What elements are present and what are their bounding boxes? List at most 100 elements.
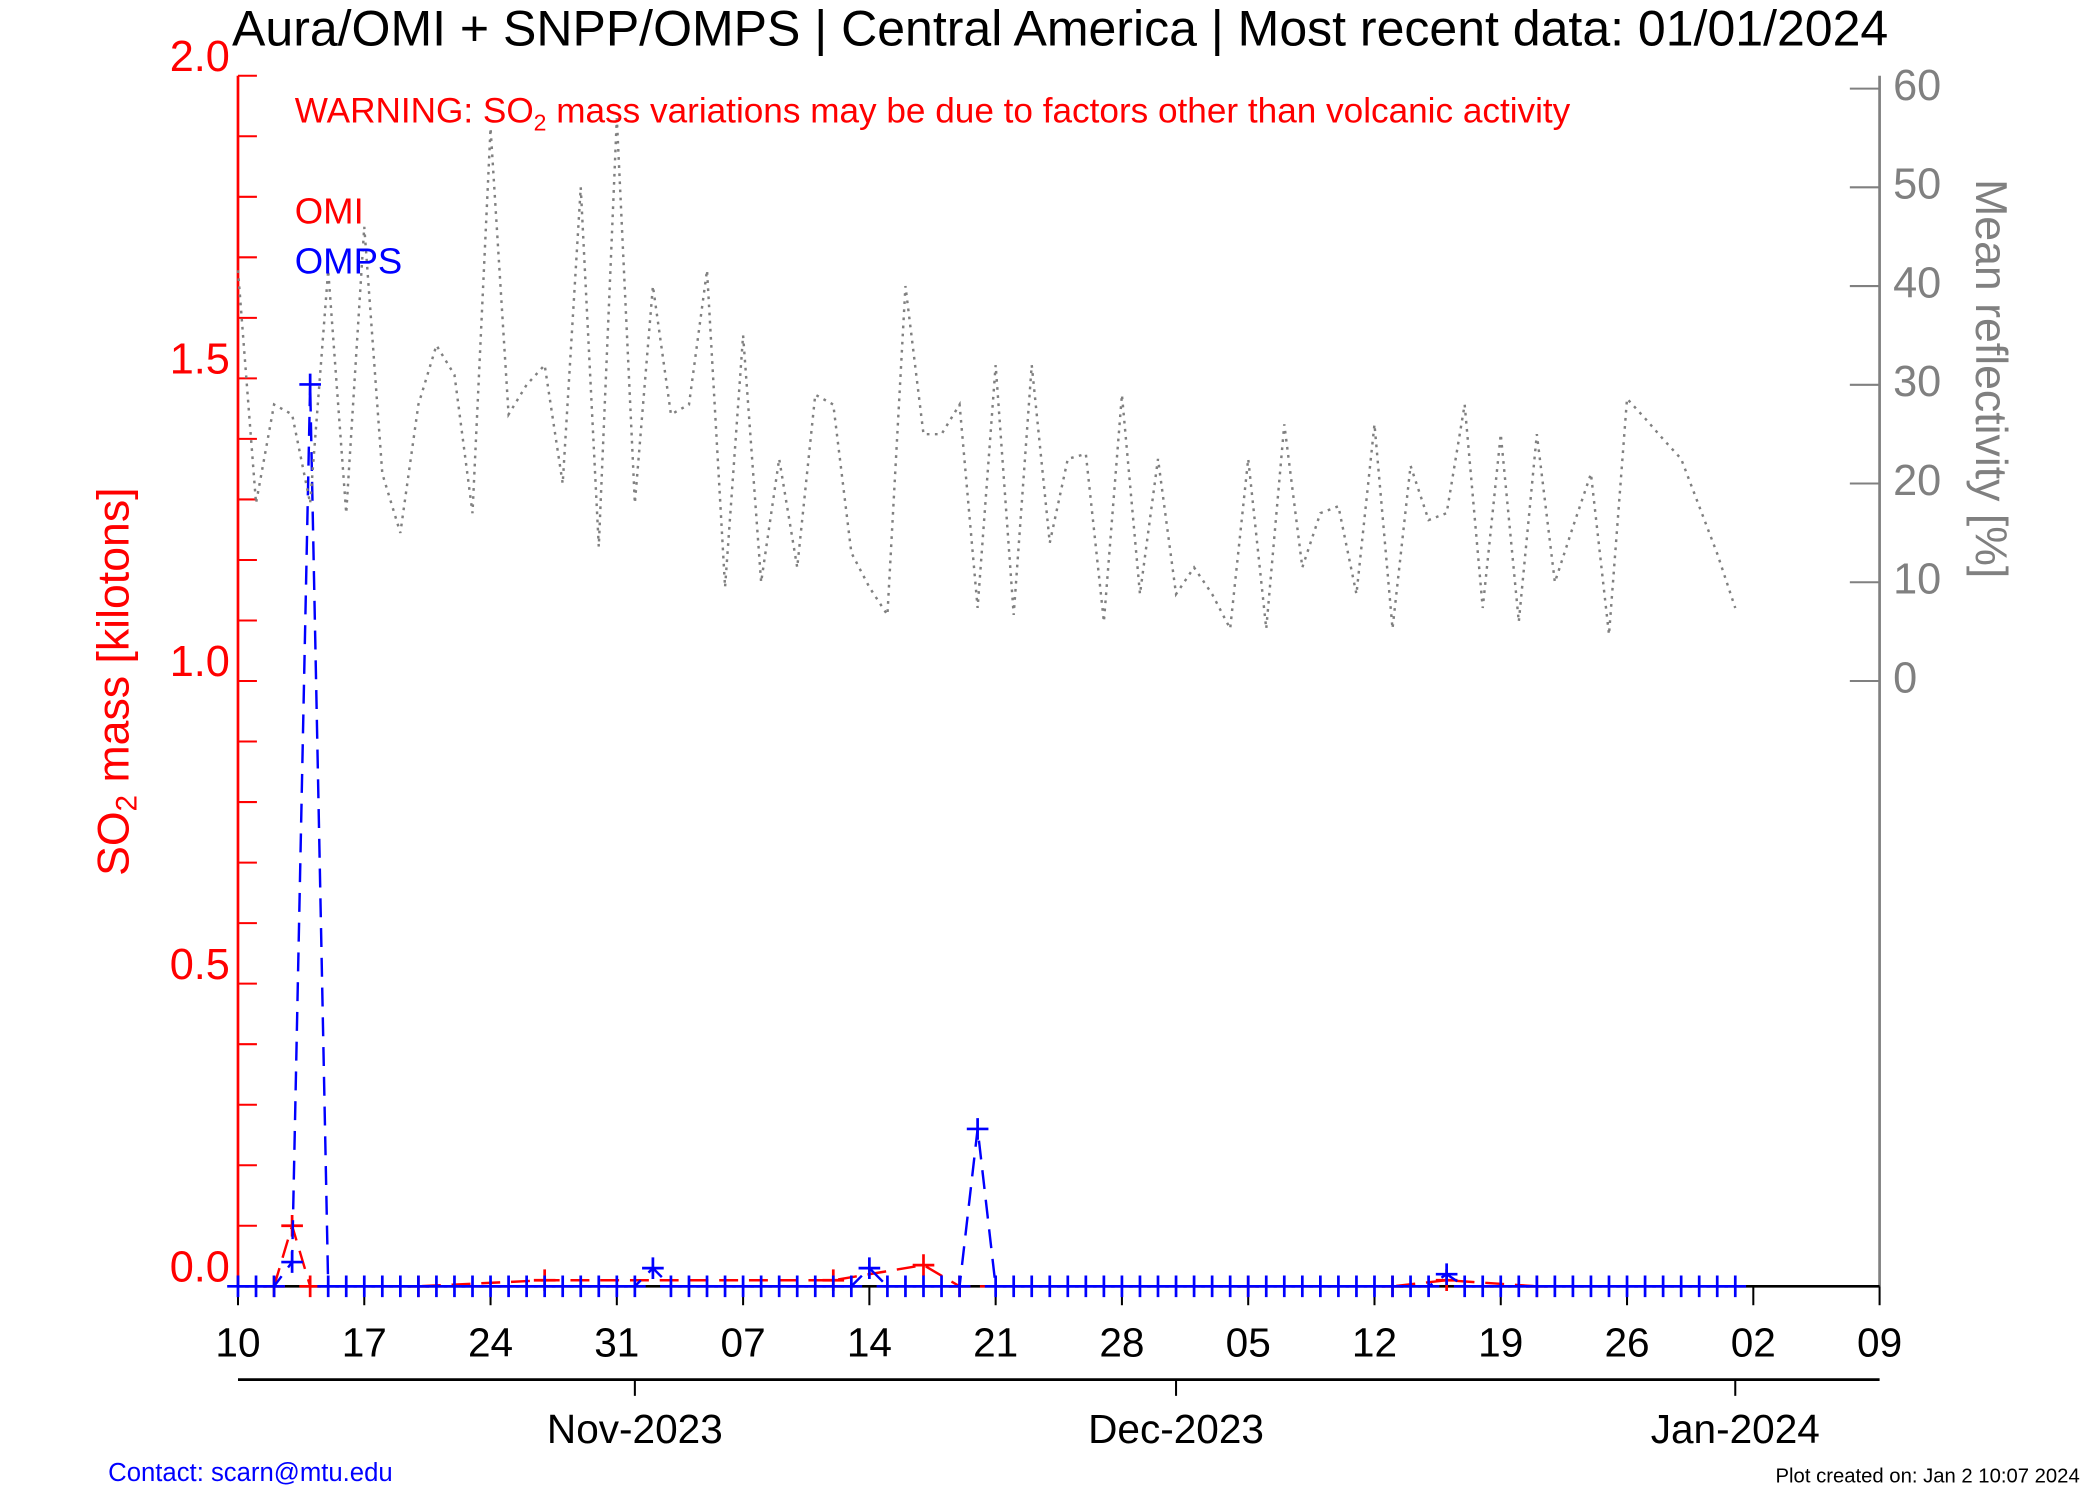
marker <box>1165 1275 1187 1298</box>
y2-tick-label: 30 <box>1893 358 1941 406</box>
marker <box>1562 1275 1584 1298</box>
marker <box>1453 1275 1476 1298</box>
x-tick-label: 07 <box>721 1320 766 1366</box>
marker <box>1345 1275 1368 1298</box>
marker <box>1471 1275 1494 1298</box>
marker <box>1399 1275 1422 1298</box>
marker <box>443 1275 466 1298</box>
marker <box>1183 1275 1205 1298</box>
marker <box>948 1275 971 1298</box>
marker <box>750 1275 772 1298</box>
marker <box>1706 1275 1729 1298</box>
x-tick-label: 17 <box>342 1320 387 1366</box>
marker <box>912 1254 935 1276</box>
marker <box>1020 1275 1043 1298</box>
warning: WARNING: SO2 mass variations may be due … <box>295 92 1571 136</box>
marker <box>1544 1275 1566 1298</box>
marker <box>822 1275 845 1298</box>
chart-title: Aura/OMI + SNPP/OMPS | Central America |… <box>232 1 1888 57</box>
marker <box>786 1275 809 1298</box>
marker <box>804 1275 827 1298</box>
marker <box>1616 1275 1638 1298</box>
marker <box>407 1275 430 1298</box>
x-tick-label: 12 <box>1352 1320 1397 1366</box>
marker <box>966 1118 989 1140</box>
marker <box>984 1275 1007 1298</box>
y2-axis-label: Mean reflectivity [%] <box>1966 179 2015 578</box>
marker <box>263 1275 285 1298</box>
marker <box>732 1275 754 1298</box>
x-tick-label: 14 <box>847 1320 892 1366</box>
marker <box>1526 1275 1548 1298</box>
marker <box>1002 1275 1025 1298</box>
marker <box>1273 1275 1296 1298</box>
marker <box>425 1275 448 1298</box>
marker <box>1291 1275 1314 1298</box>
marker <box>281 1251 303 1273</box>
warning-text: WARNING: SO <box>295 92 534 131</box>
marker <box>1038 1275 1061 1298</box>
marker <box>227 1275 249 1298</box>
created-note: Plot created on: Jan 2 10:07 2024 <box>1776 1465 2080 1487</box>
marker <box>1688 1275 1711 1298</box>
warning-text: mass variations may be due to factors ot… <box>546 92 1570 131</box>
marker <box>876 1275 899 1298</box>
marker <box>1219 1275 1241 1298</box>
marker <box>858 1257 881 1279</box>
marker <box>1056 1275 1079 1298</box>
marker <box>660 1275 682 1298</box>
marker <box>1670 1275 1692 1298</box>
marker <box>768 1275 790 1298</box>
marker <box>1255 1275 1278 1298</box>
y-tick-label: 0.5 <box>170 941 230 989</box>
marker <box>245 1275 267 1298</box>
reflectivity-line <box>236 118 1737 635</box>
y-tick-label: 2.0 <box>170 33 230 81</box>
marker <box>1309 1275 1332 1298</box>
marker <box>642 1257 664 1279</box>
marker <box>497 1275 520 1298</box>
x-tick-label: 02 <box>1731 1320 1776 1366</box>
y-axis-label-text: SO <box>89 811 138 875</box>
marker <box>1598 1275 1620 1298</box>
x-tick-label: 21 <box>973 1320 1018 1366</box>
marker <box>353 1275 376 1298</box>
marker <box>840 1275 863 1298</box>
y2-tick-label: 40 <box>1893 259 1941 307</box>
x-tick-label: 28 <box>1099 1320 1144 1366</box>
x-tick-label: 10 <box>215 1320 260 1366</box>
marker <box>1507 1275 1530 1298</box>
marker <box>479 1275 502 1298</box>
legend-entry: OMPS <box>295 240 402 281</box>
marker <box>912 1275 935 1298</box>
y-axis-label-text: mass [kilotons] <box>89 487 138 794</box>
marker <box>1634 1275 1656 1298</box>
y-axis-label: SO2 mass [kilotons] <box>89 487 143 875</box>
y2-tick-label: 60 <box>1893 62 1941 110</box>
x-tick-label: 24 <box>468 1320 513 1366</box>
marker <box>1580 1275 1602 1298</box>
month-tick-label: Dec-2023 <box>1088 1406 1264 1452</box>
marker <box>371 1275 394 1298</box>
marker <box>1201 1275 1223 1298</box>
marker <box>1327 1275 1350 1298</box>
marker <box>1237 1275 1260 1298</box>
contact: Contact: scarn@mtu.edu <box>108 1459 392 1487</box>
y2-tick-label: 0 <box>1893 654 1917 702</box>
x-tick-label: 31 <box>594 1320 639 1366</box>
marker <box>1489 1275 1512 1298</box>
marker <box>551 1275 574 1298</box>
marker <box>1363 1275 1386 1298</box>
marker <box>1652 1275 1674 1298</box>
month-tick-label: Nov-2023 <box>547 1406 723 1452</box>
marker <box>299 1275 321 1298</box>
marker <box>930 1275 953 1298</box>
marker <box>606 1275 628 1298</box>
marker <box>1111 1275 1133 1298</box>
marker <box>389 1275 412 1298</box>
y-tick-label: 0.0 <box>170 1243 230 1291</box>
marker <box>317 1275 340 1298</box>
marker <box>335 1275 358 1298</box>
marker <box>515 1275 538 1298</box>
